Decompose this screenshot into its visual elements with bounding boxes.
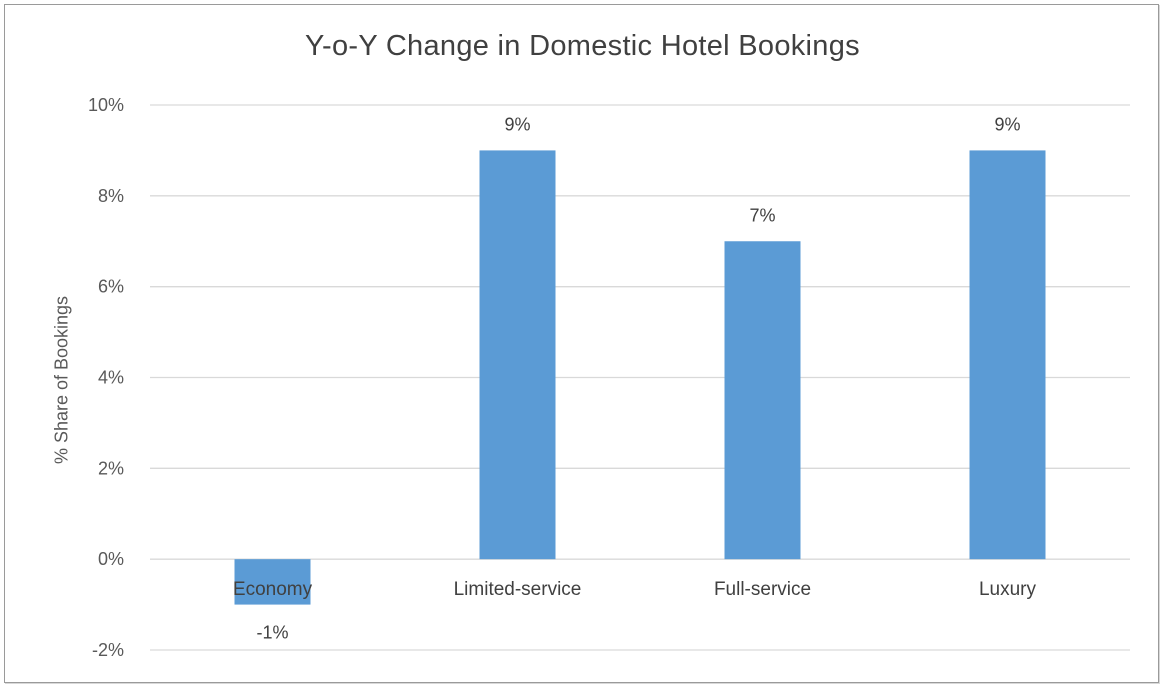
- category-label: Full-service: [714, 579, 811, 600]
- data-label: 9%: [994, 114, 1020, 134]
- data-labels: -1% 9% 7% 9%: [256, 114, 1020, 642]
- y-tick-label: 2%: [98, 458, 124, 478]
- bar-luxury: [969, 150, 1046, 560]
- category-label: Economy: [233, 579, 313, 600]
- y-tick-labels: -2% 0% 2% 4% 6% 8% 10%: [88, 95, 124, 660]
- data-label: 7%: [749, 205, 775, 225]
- gridlines: [150, 104, 1130, 651]
- bar-economy: [234, 559, 311, 605]
- chart-frame: [4, 4, 1159, 683]
- y-tick-label: 0%: [98, 549, 124, 569]
- bar-full-service: [724, 241, 801, 560]
- data-label: -1%: [256, 623, 288, 643]
- data-label: 9%: [504, 114, 530, 134]
- bars: [234, 150, 1046, 605]
- bar-limited-service: [479, 150, 556, 560]
- y-tick-label: 8%: [98, 186, 124, 206]
- category-label: Luxury: [979, 579, 1037, 600]
- cropped-caption-remnant: [0, 683, 280, 690]
- y-tick-label: 4%: [98, 368, 124, 388]
- chart-title: Y-o-Y Change in Domestic Hotel Bookings: [305, 30, 860, 62]
- y-tick-label: 6%: [98, 277, 124, 297]
- category-label: Limited-service: [454, 579, 582, 600]
- y-tick-label: -2%: [92, 640, 124, 660]
- category-labels: Economy Limited-service Full-service Luxury: [233, 579, 1037, 600]
- y-tick-label: 10%: [88, 95, 124, 115]
